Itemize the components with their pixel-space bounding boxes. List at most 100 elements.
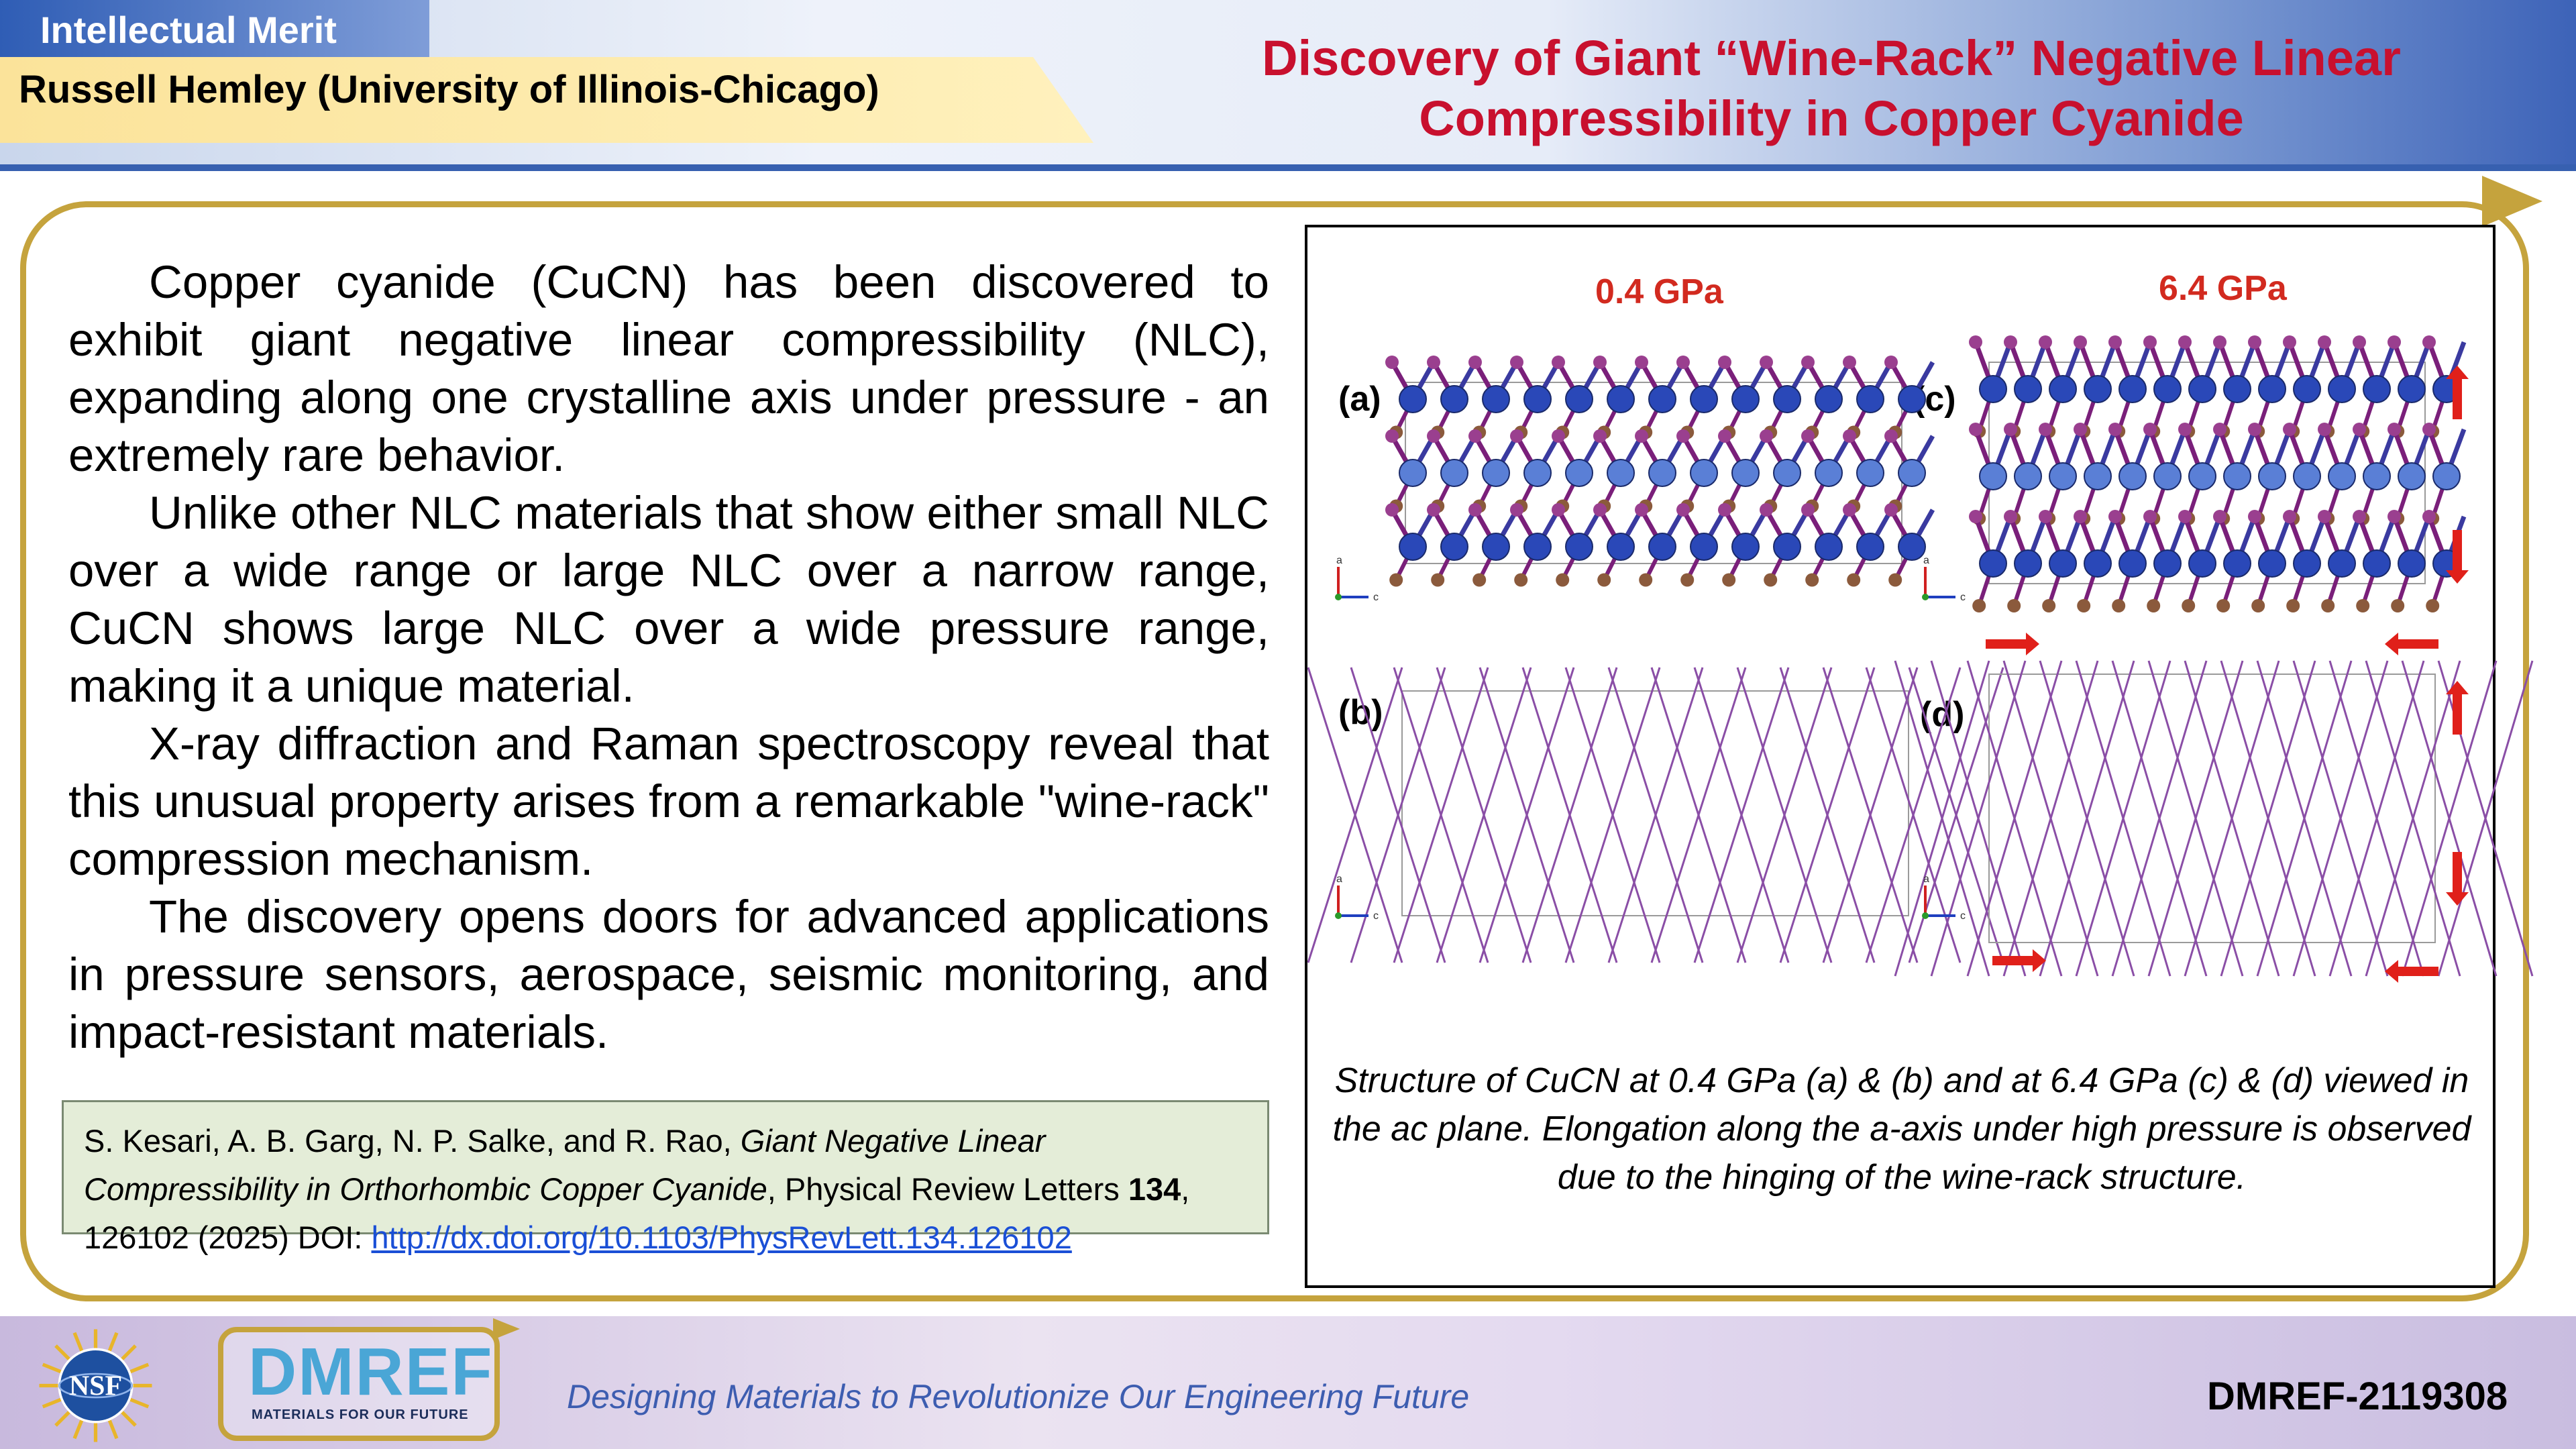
cu-atom: [1399, 459, 1427, 487]
axis-c-label: c: [1960, 592, 1966, 603]
c-atom: [1639, 573, 1653, 587]
c-atom: [1764, 573, 1778, 587]
cu-atom: [2049, 549, 2077, 578]
arrow-down-icon: [2446, 570, 2469, 584]
c-atom: [1472, 573, 1487, 587]
n-atom: [1760, 503, 1773, 517]
arrow-up-icon: [2453, 379, 2462, 419]
c-atom: [1888, 573, 1902, 587]
cu-atom: [1979, 462, 2007, 490]
wine-rack-strand: [1930, 660, 2027, 977]
dmref-logo-subtitle: MATERIALS FOR OUR FUTURE: [252, 1407, 469, 1422]
cu-atom: [2188, 462, 2216, 490]
c-atom: [2182, 599, 2196, 612]
panel-a-structure: [1385, 356, 1935, 587]
cu-atom: [1440, 385, 1468, 413]
cu-atom: [1482, 385, 1510, 413]
c-atom: [1431, 573, 1445, 587]
n-atom: [2143, 335, 2157, 349]
n-atom: [1801, 429, 1815, 443]
frame-arrow-icon: [2482, 176, 2542, 227]
wine-rack-strand: [2437, 660, 2534, 977]
n-atom: [1801, 356, 1815, 369]
cu-atom: [2328, 549, 2356, 578]
arrow-down-icon: [2453, 852, 2462, 892]
nsf-logo-text: NSF: [69, 1371, 122, 1402]
n-atom: [2108, 335, 2122, 349]
cu-atom: [2118, 549, 2147, 578]
cu-atom: [1482, 533, 1510, 561]
cu-atom: [2293, 375, 2321, 403]
n-atom: [2213, 335, 2226, 349]
wine-rack-strand: [1894, 660, 1990, 977]
citation-authors: S. Kesari, A. B. Garg, N. P. Salke, and …: [84, 1123, 741, 1159]
wine-rack-strand: [1564, 667, 1661, 963]
c-atom: [2356, 599, 2370, 612]
cu-atom: [2223, 375, 2251, 403]
arrow-left-icon: [2398, 967, 2438, 976]
n-atom: [1593, 356, 1607, 369]
content-frame: [20, 201, 2529, 1301]
n-atom: [1884, 429, 1898, 443]
paragraph: X-ray diffraction and Raman spectroscopy…: [68, 718, 1269, 885]
wine-rack-strand: [1865, 667, 1962, 963]
n-atom: [2353, 335, 2366, 349]
cu-atom: [2084, 549, 2112, 578]
cu-atom: [1565, 385, 1593, 413]
n-atom: [2353, 510, 2366, 523]
n-atom: [2353, 423, 2366, 436]
arrow-right-icon: [1986, 639, 2026, 649]
arrow-down-icon: [2446, 892, 2469, 906]
c-atom: [1514, 573, 1528, 587]
pressure-label-right: 6.4 GPa: [2159, 269, 2287, 308]
c-atom: [2426, 599, 2440, 612]
c-atom: [1805, 573, 1819, 587]
n-atom: [1718, 503, 1731, 517]
n-atom: [2422, 510, 2436, 523]
cu-atom: [1731, 459, 1760, 487]
cu-atom: [1648, 459, 1676, 487]
panel-b-wine-rack: [1307, 667, 2004, 963]
cu-atom: [2014, 375, 2042, 403]
c-atom: [2077, 599, 2091, 612]
title-line-1: Discovery of Giant “Wine-Rack” Negative …: [1262, 30, 2401, 86]
cu-atom: [2293, 462, 2321, 490]
paragraph: Copper cyanide (CuCN) has been discovere…: [68, 256, 1269, 481]
unit-cell-box: [1988, 674, 2436, 943]
axis-origin: [1922, 594, 1929, 600]
wine-rack-strand: [2365, 660, 2461, 977]
n-atom: [1718, 429, 1731, 443]
n-atom: [2318, 510, 2331, 523]
cu-atom: [1440, 459, 1468, 487]
doi-link[interactable]: http://dx.doi.org/10.1103/PhysRevLett.13…: [371, 1220, 1072, 1255]
cu-atom: [1565, 459, 1593, 487]
arrow-up-icon: [2453, 694, 2462, 735]
n-atom: [2248, 423, 2261, 436]
wine-rack-strand: [1479, 667, 1575, 963]
n-atom: [1760, 356, 1773, 369]
axis-origin: [1335, 594, 1342, 600]
arrow-down-icon: [2453, 530, 2462, 570]
n-atom: [1593, 503, 1607, 517]
cu-atom: [1690, 385, 1718, 413]
n-atom: [1427, 356, 1440, 369]
cu-atom: [1856, 533, 1884, 561]
n-atom: [2108, 423, 2122, 436]
n-atom: [1884, 356, 1898, 369]
n-atom: [2039, 423, 2052, 436]
n-atom: [2004, 510, 2017, 523]
n-atom: [1884, 503, 1898, 517]
n-atom: [1969, 335, 1982, 349]
cu-atom: [1979, 549, 2007, 578]
n-atom: [2387, 510, 2401, 523]
cu-atom: [2153, 549, 2182, 578]
c-atom: [1847, 573, 1861, 587]
cu-atom: [2363, 375, 2391, 403]
cu-atom: [1898, 385, 1926, 413]
nsf-logo: NSF: [39, 1329, 152, 1442]
c-atom: [2391, 599, 2405, 612]
cu-atom: [1607, 459, 1635, 487]
axis-a-label: a: [1923, 555, 1929, 566]
n-atom: [1676, 503, 1690, 517]
n-atom: [2143, 510, 2157, 523]
